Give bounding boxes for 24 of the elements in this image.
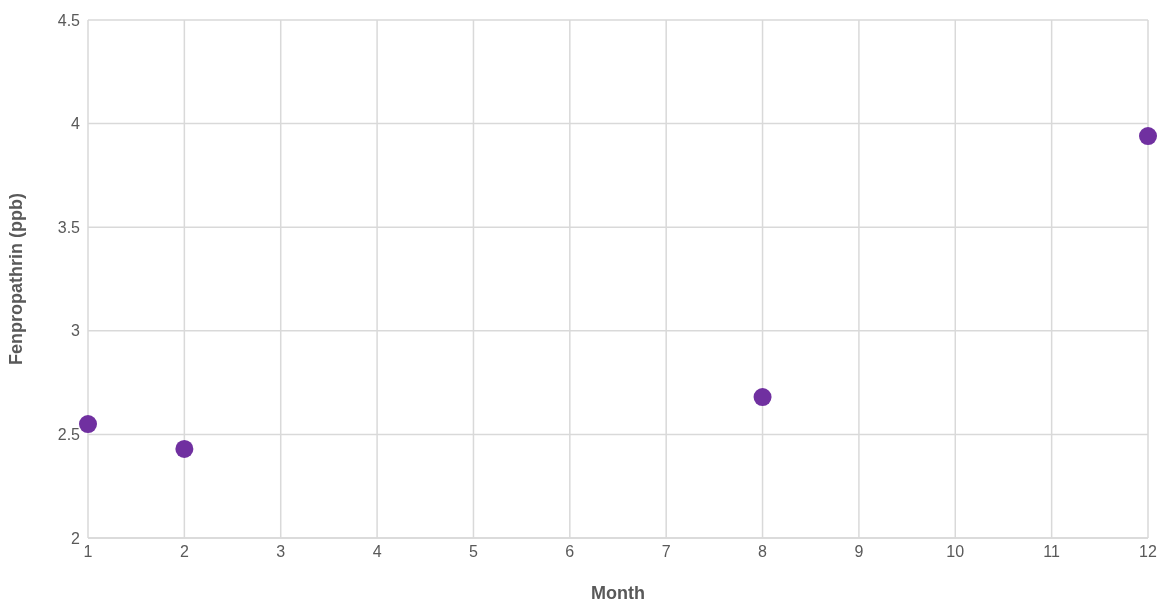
- point: [753, 388, 772, 407]
- x-tick-label: 5: [469, 543, 478, 561]
- y-tick-label: 2: [71, 529, 81, 547]
- x-tick-label: 12: [1139, 543, 1157, 561]
- x-tick-label: 6: [565, 543, 575, 561]
- y-tick-label: 4.5: [57, 11, 81, 29]
- x-tick-label: 11: [1043, 543, 1061, 561]
- y-tick-label: 4: [71, 115, 81, 133]
- y-tick-label: 3.5: [57, 218, 81, 236]
- x-tick-label: 7: [661, 543, 671, 561]
- x-tick-label: 9: [854, 543, 864, 561]
- y-tick-label: 2.5: [57, 426, 81, 444]
- x-tick-label: 8: [758, 543, 768, 561]
- x-tick-label: 2: [179, 543, 189, 561]
- x-tick-label: 1: [83, 543, 93, 561]
- y-tick-label: 3: [71, 322, 81, 340]
- x-tick-label: 4: [372, 543, 382, 561]
- x-tick-label: 3: [276, 543, 286, 561]
- y-axis-title: Fenpropathrin (ppb): [6, 193, 27, 365]
- x-axis-title: Month: [591, 582, 645, 603]
- point: [1139, 127, 1157, 146]
- x-tick-label: 10: [946, 543, 965, 561]
- point: [175, 439, 194, 458]
- point: [79, 415, 97, 434]
